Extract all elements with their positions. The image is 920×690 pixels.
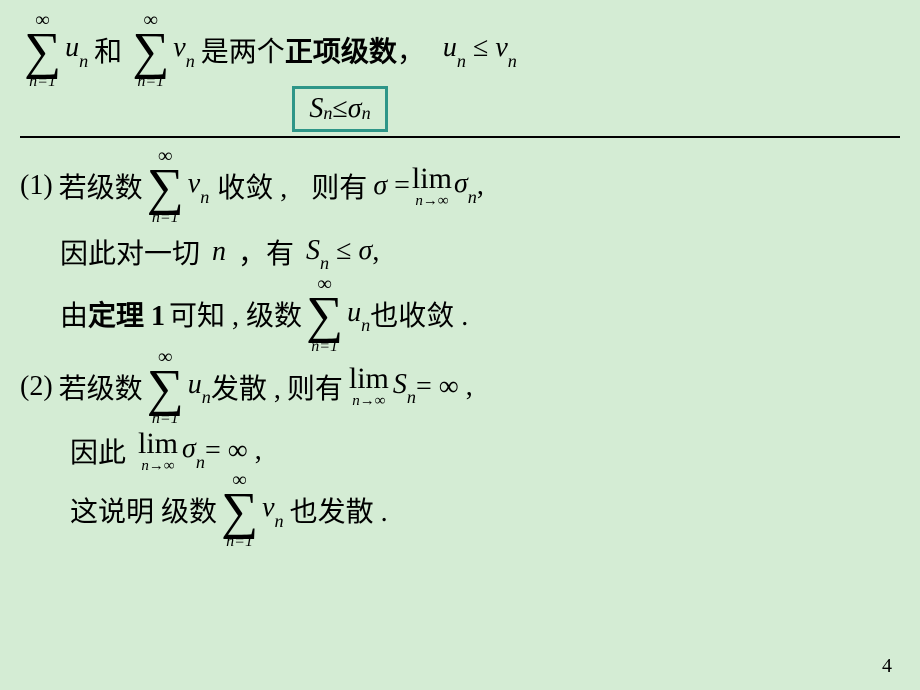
slide-content: ∞ ∑ n=1 un 和 ∞ ∑ n=1 vn 是两个 正项级数 ， un ≤ … (0, 0, 920, 560)
diverge-text: 发散 , (211, 367, 281, 407)
if-series-text-2: 若级数 (59, 367, 143, 407)
label-1: (1) (20, 170, 53, 202)
n-var: n (212, 236, 226, 268)
ineq-un-vn: un ≤ vn (443, 32, 517, 68)
premise-row: ∞ ∑ n=1 un 和 ∞ ∑ n=1 vn 是两个 正项级数 ， un ≤ … (20, 10, 900, 90)
this-shows-text: 这说明 级数 (70, 490, 217, 530)
u-n: un (65, 32, 88, 68)
part2-line3: 这说明 级数 ∞ ∑ n=1 vn 也发散 . (70, 470, 900, 550)
if-series-text: 若级数 (59, 166, 143, 206)
boxed-row: Sn ≤ σn (0, 86, 900, 132)
sn-2: Sn (393, 369, 416, 405)
sigma-n-2: σn (182, 433, 205, 469)
v-n-1: vn (188, 168, 210, 204)
by-text: 由 (60, 294, 88, 334)
divider-line (20, 136, 900, 138)
therefore-text-2: 因此 (70, 431, 126, 471)
tail-comma-2: , (372, 236, 379, 268)
sigma-n-1: σn (454, 168, 477, 204)
part1-line1: (1) 若级数 ∞ ∑ n=1 vn 收敛 , 则有 σ = lim n→∞ σ… (20, 146, 900, 226)
are-two-text: 是两个 (201, 30, 285, 70)
sum-u: ∞ ∑ n=1 (24, 10, 61, 90)
sum-v-2: ∞ ∑ n=1 (221, 470, 258, 550)
therefore-all-text: 因此对一切 (60, 232, 200, 272)
u-n-1: un (347, 297, 370, 333)
also-diverge-text: 也发散 . (290, 490, 388, 530)
sum-v-1: ∞ ∑ n=1 (147, 146, 184, 226)
v-n: vn (173, 32, 195, 68)
comma: ， (397, 30, 425, 70)
and-text: 和 (94, 30, 122, 70)
known-series-text: 可知 , 级数 (169, 294, 302, 334)
v-n-2: vn (262, 492, 284, 528)
theorem-1-text: 定理 1 (88, 294, 165, 334)
part1-line3: 由 定理 1 可知 , 级数 ∞ ∑ n=1 un 也收敛 . (60, 274, 900, 354)
then-have-text: 则有 (311, 166, 367, 206)
sn-leq-sigma: Sn ≤ σ (306, 235, 372, 271)
label-2: (2) (20, 371, 53, 403)
tail-comma-1: , (477, 170, 484, 202)
part2-line1: (2) 若级数 ∞ ∑ n=1 un 发散 , 则有 lim n→∞ Sn = … (20, 347, 900, 427)
have-text: ，有 (238, 232, 294, 272)
also-converge-text: 也收敛 . (370, 294, 468, 334)
sum-u-2: ∞ ∑ n=1 (147, 347, 184, 427)
positive-series-text: 正项级数 (285, 30, 397, 70)
lim-sigma-n-2: lim n→∞ (138, 429, 178, 474)
lim-sn: lim n→∞ (349, 364, 389, 409)
then-have-text-2: 则有 (287, 367, 343, 407)
sigma-eq: σ = (373, 170, 410, 202)
lim-sigma-n: lim n→∞ (412, 164, 452, 209)
part2-line2: 因此 lim n→∞ σn = ∞ , (70, 429, 900, 474)
boxed-ineq: Sn ≤ σn (292, 86, 387, 132)
u-n-2: un (188, 369, 211, 405)
eq-inf-1: = ∞ , (416, 371, 473, 403)
eq-inf-2: = ∞ , (205, 435, 262, 467)
part1-line2: 因此对一切 n ，有 Sn ≤ σ , (60, 232, 900, 272)
sum-v: ∞ ∑ n=1 (132, 10, 169, 90)
sum-u-1: ∞ ∑ n=1 (306, 274, 343, 354)
page-number: 4 (882, 655, 892, 678)
converge-text: 收敛 , (217, 166, 287, 206)
